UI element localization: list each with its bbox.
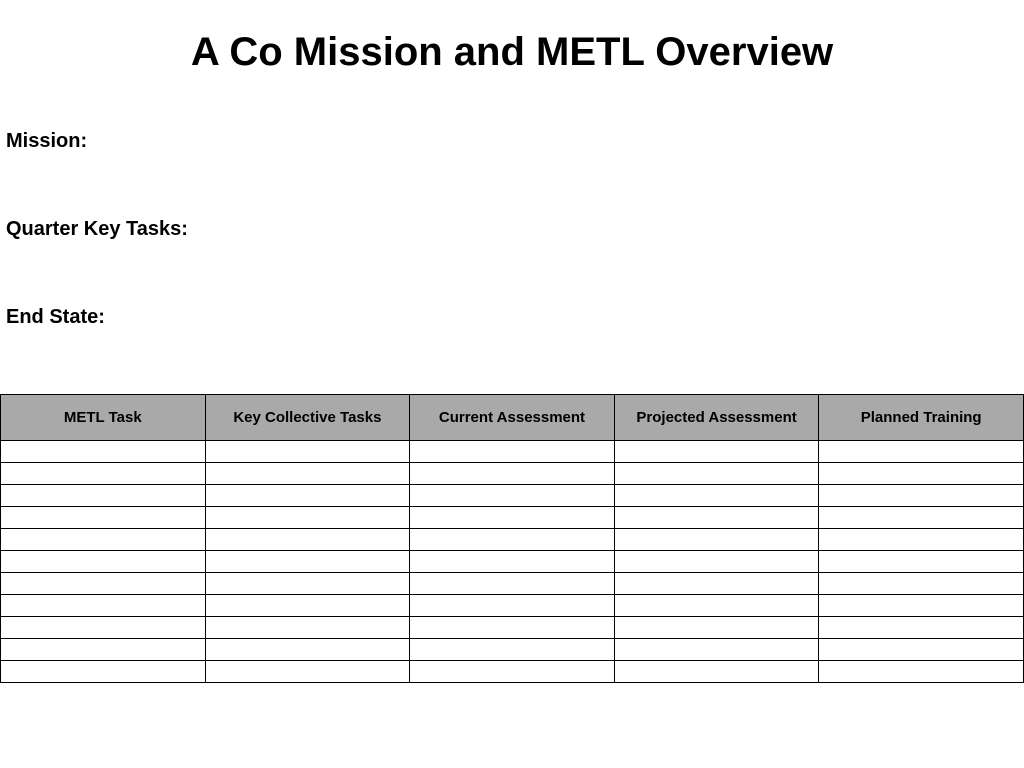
table-cell	[410, 551, 615, 573]
col-projected-assessment: Projected Assessment	[614, 395, 819, 441]
table-cell	[819, 551, 1024, 573]
end-state-label: End State:	[0, 306, 1024, 329]
table-cell	[1, 485, 206, 507]
table-cell	[1, 551, 206, 573]
table-cell	[410, 463, 615, 485]
table-cell	[205, 595, 410, 617]
table-row	[1, 507, 1024, 529]
table-cell	[819, 617, 1024, 639]
metl-table-container: METL Task Key Collective Tasks Current A…	[0, 394, 1024, 683]
col-key-collective-tasks: Key Collective Tasks	[205, 395, 410, 441]
table-cell	[410, 639, 615, 661]
table-row	[1, 661, 1024, 683]
table-cell	[205, 507, 410, 529]
table-row	[1, 485, 1024, 507]
table-cell	[819, 441, 1024, 463]
table-cell	[1, 573, 206, 595]
mission-label: Mission:	[0, 130, 1024, 153]
page-title: A Co Mission and METL Overview	[0, 30, 1024, 75]
col-current-assessment: Current Assessment	[410, 395, 615, 441]
table-cell	[1, 639, 206, 661]
table-cell	[410, 595, 615, 617]
table-row	[1, 573, 1024, 595]
table-cell	[1, 441, 206, 463]
table-cell	[410, 617, 615, 639]
table-cell	[1, 595, 206, 617]
slide-page: A Co Mission and METL Overview Mission: …	[0, 0, 1024, 768]
col-planned-training: Planned Training	[819, 395, 1024, 441]
table-cell	[205, 573, 410, 595]
table-cell	[614, 485, 819, 507]
table-cell	[410, 529, 615, 551]
table-cell	[614, 639, 819, 661]
table-cell	[205, 463, 410, 485]
table-cell	[1, 617, 206, 639]
table-cell	[205, 661, 410, 683]
table-cell	[819, 573, 1024, 595]
table-cell	[205, 485, 410, 507]
table-row	[1, 441, 1024, 463]
table-header-row: METL Task Key Collective Tasks Current A…	[1, 395, 1024, 441]
col-metl-task: METL Task	[1, 395, 206, 441]
table-row	[1, 463, 1024, 485]
metl-table: METL Task Key Collective Tasks Current A…	[0, 394, 1024, 683]
table-cell	[614, 507, 819, 529]
table-cell	[819, 485, 1024, 507]
table-cell	[410, 507, 615, 529]
table-cell	[819, 639, 1024, 661]
table-row	[1, 595, 1024, 617]
table-cell	[205, 441, 410, 463]
table-cell	[1, 529, 206, 551]
table-cell	[205, 639, 410, 661]
table-cell	[205, 551, 410, 573]
table-cell	[410, 441, 615, 463]
table-cell	[205, 529, 410, 551]
table-cell	[614, 617, 819, 639]
table-cell	[614, 595, 819, 617]
table-cell	[819, 529, 1024, 551]
table-cell	[614, 551, 819, 573]
table-cell	[614, 661, 819, 683]
table-cell	[614, 441, 819, 463]
table-row	[1, 529, 1024, 551]
table-row	[1, 551, 1024, 573]
table-row	[1, 639, 1024, 661]
table-cell	[819, 661, 1024, 683]
table-cell	[614, 463, 819, 485]
table-cell	[410, 485, 615, 507]
table-cell	[819, 595, 1024, 617]
table-cell	[410, 661, 615, 683]
table-cell	[614, 573, 819, 595]
table-cell	[819, 463, 1024, 485]
quarter-key-tasks-label: Quarter Key Tasks:	[0, 218, 1024, 241]
table-cell	[410, 573, 615, 595]
table-cell	[1, 463, 206, 485]
table-cell	[614, 529, 819, 551]
table-cell	[1, 507, 206, 529]
table-row	[1, 617, 1024, 639]
table-cell	[1, 661, 206, 683]
table-cell	[205, 617, 410, 639]
table-cell	[819, 507, 1024, 529]
